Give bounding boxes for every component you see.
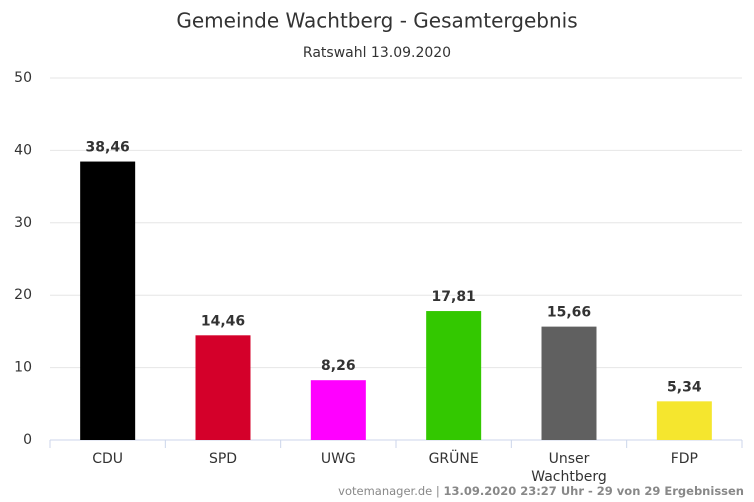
bar — [80, 161, 136, 440]
x-tick-label: CDU — [92, 451, 123, 467]
bar — [310, 380, 366, 440]
chart-title: Gemeinde Wachtberg - Gesamtergebnis — [176, 9, 577, 33]
x-tick-label-line: Unser — [549, 451, 590, 467]
y-tick-label: 40 — [14, 142, 32, 158]
value-label: 17,81 — [432, 289, 476, 305]
bar — [541, 326, 597, 440]
y-tick-label: 10 — [14, 360, 32, 376]
chart-subtitle: Ratswahl 13.09.2020 — [303, 45, 451, 61]
credit: votemanager.de | 13.09.2020 23:27 Uhr - … — [338, 484, 744, 498]
y-tick-label: 0 — [23, 432, 32, 448]
x-tick-label: GRÜNE — [429, 449, 479, 467]
value-label: 5,34 — [667, 379, 702, 395]
x-tick-label: FDP — [671, 451, 698, 467]
value-label: 15,66 — [547, 305, 591, 321]
y-tick-label: 50 — [14, 70, 32, 86]
x-tick-label: SPD — [209, 451, 237, 467]
y-tick-label: 20 — [14, 287, 32, 303]
bar — [195, 335, 251, 440]
y-tick-label: 30 — [14, 215, 32, 231]
x-tick-label: Unser Wachtberg — [531, 451, 606, 485]
x-tick-label-line: Wachtberg — [531, 469, 606, 485]
value-label: 38,46 — [86, 140, 130, 156]
bar — [426, 311, 482, 440]
value-label: 14,46 — [201, 313, 245, 329]
credit-source: votemanager.de | — [338, 484, 443, 498]
bar — [656, 401, 712, 440]
credit-status: 13.09.2020 23:27 Uhr - 29 von 29 Ergebni… — [443, 484, 744, 498]
x-tick-label: UWG — [321, 451, 356, 467]
value-label: 8,26 — [321, 358, 356, 374]
